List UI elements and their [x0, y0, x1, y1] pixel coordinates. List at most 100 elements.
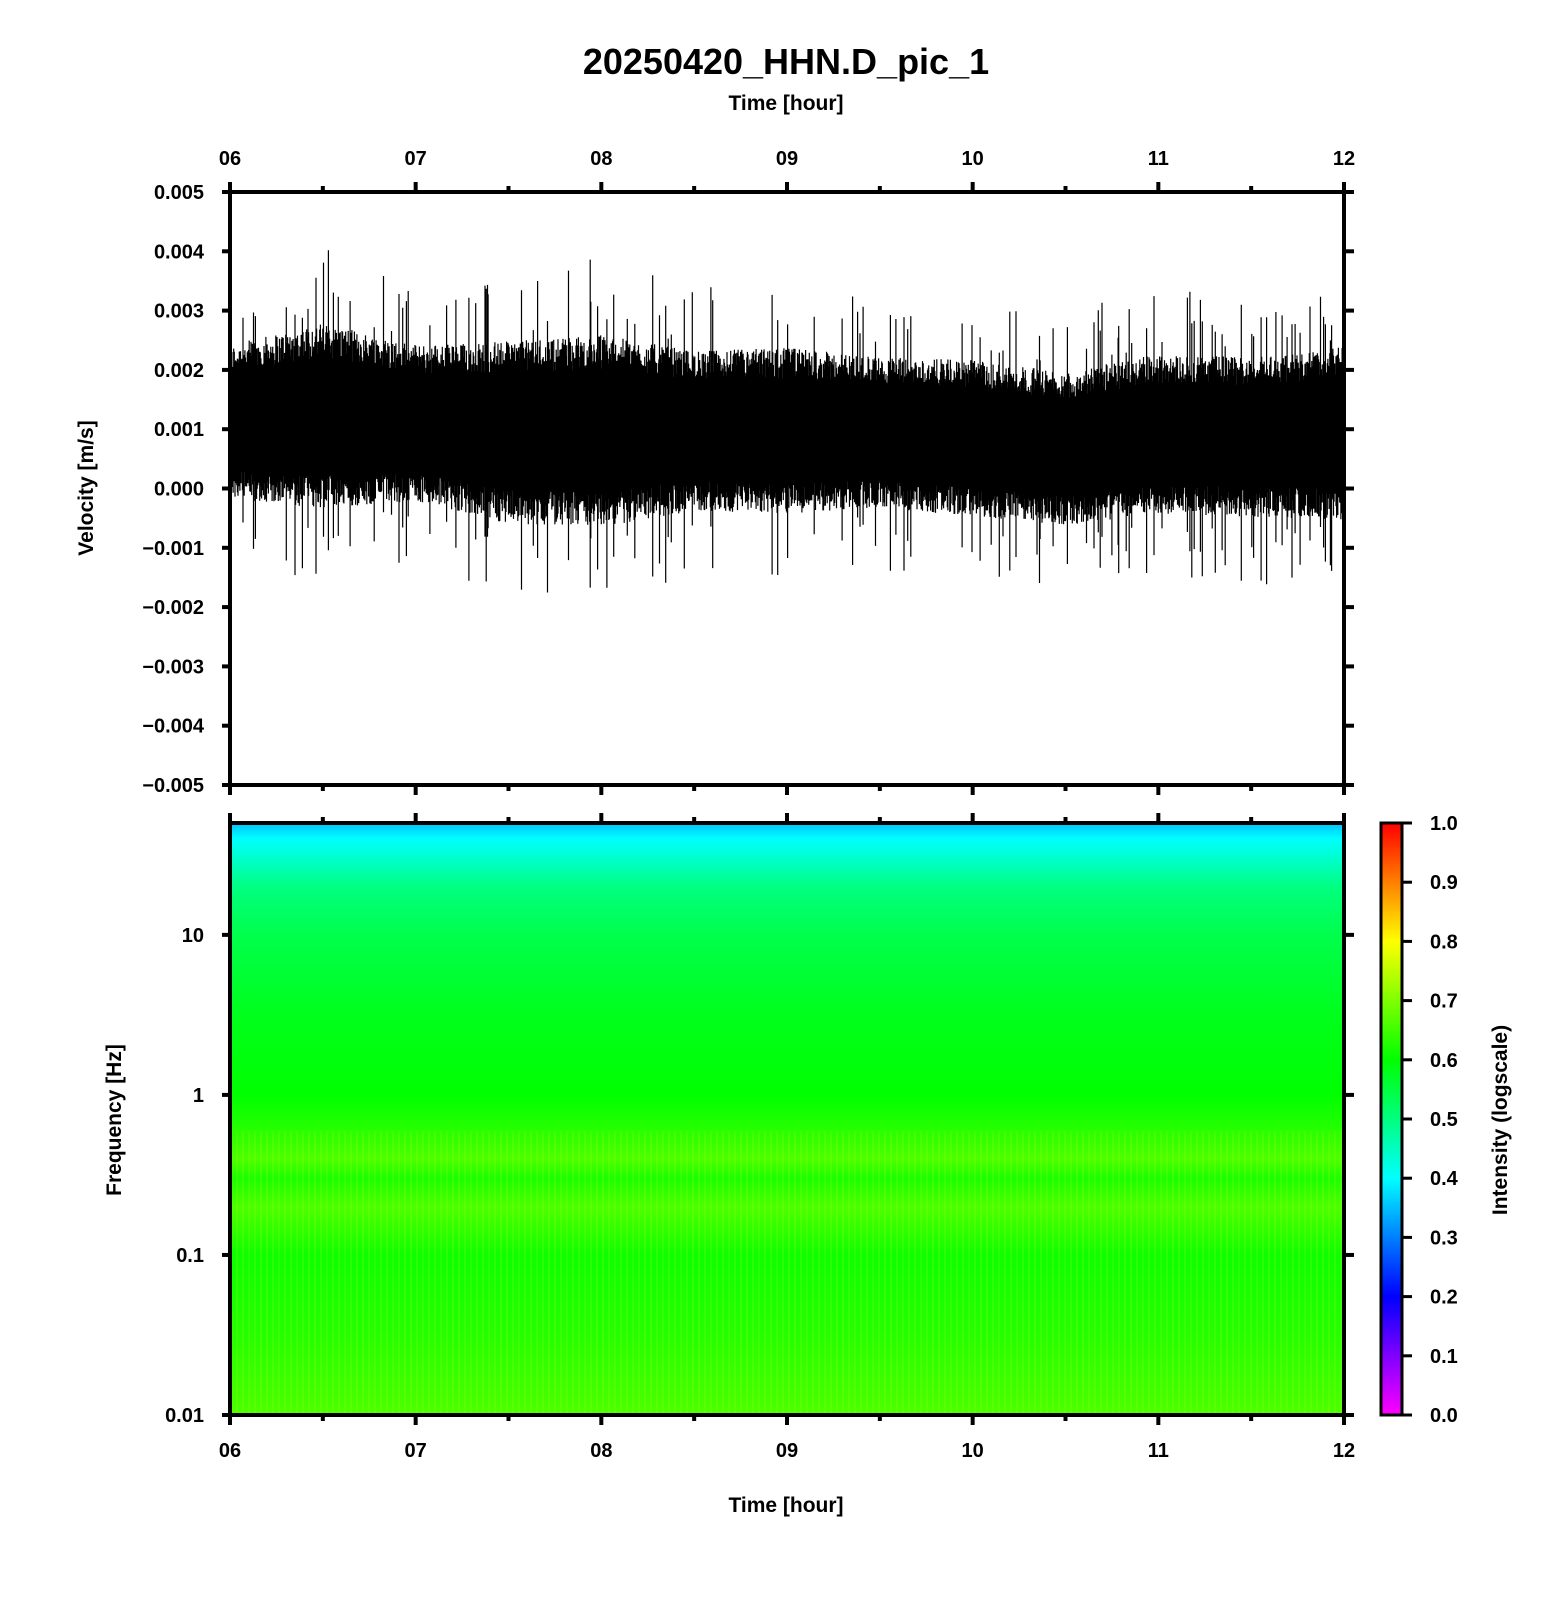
- time-x-ticks: 06 07 08 09 10 11 12: [219, 1415, 1355, 1462]
- spectrogram-stripe: [1244, 1130, 1246, 1415]
- x-tick-label: 07: [405, 148, 427, 170]
- x-tick-label: 07: [405, 1440, 427, 1462]
- spectrogram-stripe: [1196, 1130, 1198, 1415]
- spectrogram-stripe: [686, 1130, 688, 1415]
- frequency-y-ticks: 10 1 0.1 0.01: [165, 925, 1354, 1427]
- spectrogram-stripe: [728, 1130, 730, 1415]
- spectrogram-stripe: [842, 1130, 844, 1415]
- y-tick-label: −0.005: [142, 775, 204, 797]
- spectrogram-stripe: [1034, 1130, 1036, 1415]
- x-tick-label: 08: [590, 1440, 612, 1462]
- spectrogram-stripe: [674, 1130, 676, 1415]
- spectrogram-stripe: [548, 1130, 550, 1415]
- waveform-trace: [230, 250, 1344, 593]
- spectrogram-stripe: [452, 1130, 454, 1415]
- spectrogram-stripe: [662, 1130, 664, 1415]
- colorbar-tick-label: 0.7: [1430, 991, 1458, 1013]
- spectrogram-stripe: [1220, 1130, 1222, 1415]
- spectrogram-stripe: [332, 1130, 334, 1415]
- x-tick-label: 12: [1333, 148, 1355, 170]
- spectrogram-stripe: [290, 1130, 292, 1415]
- spectrogram-stripe: [512, 1130, 514, 1415]
- spectrogram-stripe: [1010, 1130, 1012, 1415]
- spectrogram-stripe: [308, 1130, 310, 1415]
- spectrogram-stripe: [602, 1130, 604, 1415]
- spectrogram-stripe: [1022, 1130, 1024, 1415]
- spectrogram-stripe: [362, 1130, 364, 1415]
- colorbar-tick-label: 0.2: [1430, 1287, 1458, 1309]
- y-tick-label: −0.002: [142, 597, 204, 619]
- spectrogram-stripe: [422, 1130, 424, 1415]
- x-tick-label: 06: [219, 148, 241, 170]
- spectrogram-stripe: [656, 1130, 658, 1415]
- spectrogram-stripe: [992, 1130, 994, 1415]
- spectrogram-stripe: [1118, 1130, 1120, 1415]
- y-tick-label: 0.004: [154, 241, 205, 263]
- spectrogram-stripe: [236, 1130, 238, 1415]
- spectrogram-stripe: [248, 1130, 250, 1415]
- spectrogram-stripe: [644, 1130, 646, 1415]
- spectrogram-stripe: [488, 1130, 490, 1415]
- spectrogram-stripe: [764, 1130, 766, 1415]
- spectrogram-stripe: [284, 1130, 286, 1415]
- colorbar-tick-label: 0.4: [1430, 1168, 1459, 1190]
- spectrogram-stripe: [806, 1130, 808, 1415]
- spectrogram-stripe: [650, 1130, 652, 1415]
- spectrogram-stripe: [530, 1130, 532, 1415]
- colorbar-tick-label: 1.0: [1430, 813, 1458, 835]
- spectrogram-stripe: [854, 1130, 856, 1415]
- spectrogram-stripe: [692, 1130, 694, 1415]
- spectrogram-stripe: [254, 1130, 256, 1415]
- colorbar-tick-label: 0.5: [1430, 1109, 1458, 1131]
- spectrogram-stripe: [1004, 1130, 1006, 1415]
- spectrogram-stripe: [794, 1130, 796, 1415]
- spectrogram-stripe: [344, 1130, 346, 1415]
- spectrogram-stripe: [242, 1130, 244, 1415]
- spectrogram-stripe: [326, 1130, 328, 1415]
- spectrogram-stripe: [1202, 1130, 1204, 1415]
- spectrogram-stripe: [1148, 1130, 1150, 1415]
- spectrogram-stripe: [722, 1130, 724, 1415]
- spectrogram-stripe: [1028, 1130, 1030, 1415]
- spectrogram-stripe: [752, 1130, 754, 1415]
- spectrogram-stripe: [866, 1130, 868, 1415]
- spectrogram-stripe: [578, 1130, 580, 1415]
- spectrogram-stripe: [1076, 1130, 1078, 1415]
- spectrogram-stripe: [860, 1130, 862, 1415]
- spectrogram-stripe: [758, 1130, 760, 1415]
- colorbar-ticks: 1.0 0.9 0.8 0.7 0.6 0.5 0.4 0.3 0.2 0.1 0.0: [1402, 813, 1459, 1427]
- colorbar-tick-label: 0.6: [1430, 1050, 1458, 1072]
- spectrogram-stripe: [518, 1130, 520, 1415]
- spectrogram-stripe: [482, 1130, 484, 1415]
- spectrogram-stripe: [278, 1130, 280, 1415]
- spectrogram-stripe: [560, 1130, 562, 1415]
- spectrogram-stripe: [392, 1130, 394, 1415]
- spectrogram-stripe: [386, 1130, 388, 1415]
- spectrogram-stripe: [1160, 1130, 1162, 1415]
- spectrogram-stripe: [1142, 1130, 1144, 1415]
- waveform-panel: 06 07 08 09 10 11 12 0.005 0.004 0.003 0.002 0.001…: [75, 148, 1355, 797]
- waveform-top-x-ticks: 06 07 08 09 10 11 12: [219, 148, 1355, 192]
- spectrogram-image: [230, 823, 1344, 1415]
- spectrogram-stripe: [1226, 1130, 1228, 1415]
- spectrogram-stripe: [1334, 1130, 1336, 1415]
- spectrogram-stripe: [1058, 1130, 1060, 1415]
- spectrogram-stripe: [776, 1130, 778, 1415]
- spectrogram-stripe: [1172, 1130, 1174, 1415]
- spectrogram-stripe: [956, 1130, 958, 1415]
- spectrogram-stripe: [884, 1130, 886, 1415]
- spectrogram-stripe: [440, 1130, 442, 1415]
- spectrogram-stripe: [428, 1130, 430, 1415]
- spectrogram-stripe: [410, 1130, 412, 1415]
- spectrogram-stripe: [1190, 1130, 1192, 1415]
- spectrogram-stripe: [1274, 1130, 1276, 1415]
- spectrogram-stripe: [470, 1130, 472, 1415]
- spectrogram-stripe: [356, 1130, 358, 1415]
- spectrogram-stripe: [734, 1130, 736, 1415]
- spectrogram-stripe: [1280, 1130, 1282, 1415]
- spectrogram-stripe: [350, 1130, 352, 1415]
- spectrogram-stripe: [1082, 1130, 1084, 1415]
- spectrogram-stripe: [1268, 1130, 1270, 1415]
- spectrogram-stripe: [494, 1130, 496, 1415]
